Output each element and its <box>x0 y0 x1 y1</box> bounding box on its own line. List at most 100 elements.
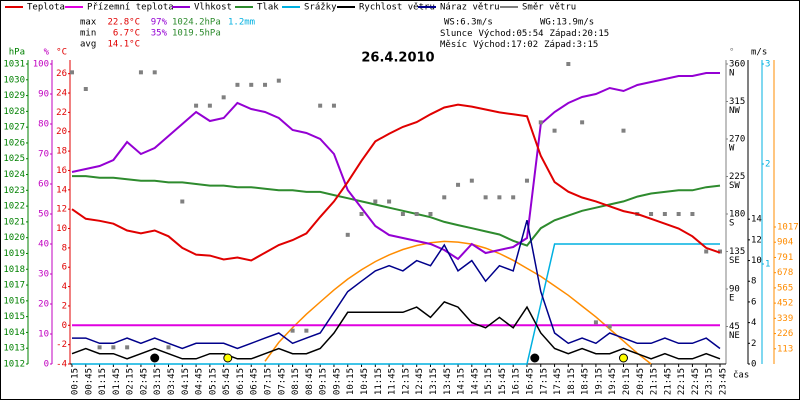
tick-label: 180 <box>729 210 745 220</box>
stat-temp: 6.7°C <box>113 29 140 39</box>
direction-point <box>263 82 268 87</box>
x-tick-label: 13:45 <box>443 368 453 395</box>
sun-rise-marker <box>223 353 233 363</box>
direction-point <box>373 199 378 204</box>
x-tick-label: 06:15 <box>236 368 246 395</box>
compass-label: SW <box>729 181 740 191</box>
tick-label: 1012 <box>3 360 25 370</box>
series-line <box>72 220 721 350</box>
tick-label: 1024 <box>3 170 25 180</box>
x-tick-label: 09:15 <box>319 368 329 395</box>
direction-point <box>125 345 130 350</box>
tick-label: 904 <box>777 238 793 248</box>
tick-label: 2 <box>751 339 756 349</box>
tick-label: 113 <box>777 344 793 354</box>
compass-label: NW <box>729 106 740 116</box>
rise-label: Východ: <box>473 40 511 50</box>
x-tick-label: 23:15 <box>705 368 715 395</box>
x-tick-label: 03:45 <box>167 368 177 395</box>
x-tick-label: 22:45 <box>691 368 701 395</box>
x-tick-label: 10:15 <box>346 368 356 395</box>
rise-label: Východ: <box>479 29 517 39</box>
direction-point <box>290 328 295 333</box>
x-tick-label: 05:15 <box>208 368 218 395</box>
direction-point <box>235 82 240 87</box>
direction-point <box>166 345 171 350</box>
x-tick-label: 00:45 <box>84 368 94 395</box>
stat-pressure: 1019.5hPa <box>172 29 221 39</box>
tick-label: 10 <box>38 330 49 340</box>
tick-label: 50 <box>38 210 49 220</box>
legend-label: Tlak <box>257 3 279 13</box>
x-tick-label: 12:15 <box>401 368 411 395</box>
x-tick-label: 11:15 <box>374 368 384 395</box>
tick-label: 10 <box>56 224 67 234</box>
series-line <box>71 72 720 261</box>
direction-point <box>511 195 516 200</box>
x-tick-label: 10:45 <box>360 368 370 395</box>
x-tick-label: 02:15 <box>126 368 136 395</box>
direction-point <box>649 212 654 216</box>
tick-label: 0 <box>751 360 756 370</box>
direction-point <box>138 70 143 75</box>
direction-point <box>249 82 254 87</box>
tick-label: 16 <box>56 166 67 176</box>
direction-point <box>180 199 185 204</box>
legend-label: Přízemní teplota <box>87 3 174 13</box>
direction-point <box>400 212 405 216</box>
tick-label: 226 <box>777 329 793 339</box>
tick-label: 315 <box>729 97 745 107</box>
tick-label: 339 <box>777 314 793 324</box>
tick-label: 3 <box>765 60 770 70</box>
tick-label: 12 <box>751 235 762 245</box>
compass-label: NE <box>729 331 740 341</box>
tick-label: 6 <box>62 263 67 273</box>
stat-humidity: 97% <box>151 18 168 28</box>
tick-label: 45 <box>729 322 740 332</box>
tick-label: 4 <box>751 318 756 328</box>
direction-point <box>359 212 364 216</box>
tick-label: 1018 <box>3 265 25 275</box>
x-tick-label: 16:45 <box>525 368 535 395</box>
stat-label: avg <box>80 40 96 50</box>
direction-point <box>83 87 88 91</box>
tick-label: 22 <box>56 108 67 118</box>
direction-point <box>207 103 212 108</box>
x-tick-label: 16:15 <box>512 368 522 395</box>
tick-label: 1023 <box>3 186 25 196</box>
direction-point <box>194 103 199 108</box>
moon-set-marker <box>150 353 160 363</box>
x-tick-label: 04:45 <box>195 368 205 395</box>
tick-label: 14 <box>751 215 762 225</box>
tick-label: 1017 <box>777 222 799 232</box>
direction-point <box>497 195 502 200</box>
direction-point <box>70 70 74 75</box>
x-tick-label: 15:45 <box>498 368 508 395</box>
tick-label: 70 <box>38 150 49 160</box>
direction-point <box>552 128 557 133</box>
label: Slunce <box>440 29 473 39</box>
x-tick-label: 14:45 <box>470 368 480 395</box>
stat-temp: 14.1°C <box>107 40 140 50</box>
tick-label: 1017 <box>3 281 25 291</box>
direction-point <box>221 95 226 100</box>
legend-label: Směr větru <box>522 3 576 13</box>
stat-wind-speed: WS:6.3m/s <box>444 18 493 28</box>
stat-rain: 1.2mm <box>228 18 255 28</box>
tick-label: 1031 <box>3 60 25 70</box>
x-tick-label: 06:45 <box>250 368 260 395</box>
tick-label: 24 <box>56 89 67 99</box>
x-tick-label: 08:15 <box>291 368 301 395</box>
rise-time: 05:54 <box>516 29 543 39</box>
direction-point <box>304 328 309 333</box>
tick-label: 60 <box>38 180 49 190</box>
tick-label: 1028 <box>3 107 25 117</box>
tick-label: 2 <box>62 301 67 311</box>
direction-point <box>580 120 585 125</box>
direction-point <box>704 249 709 254</box>
tick-label: 2 <box>765 160 770 170</box>
stat-label: max <box>80 18 97 28</box>
stat-humidity: 35% <box>151 29 168 39</box>
